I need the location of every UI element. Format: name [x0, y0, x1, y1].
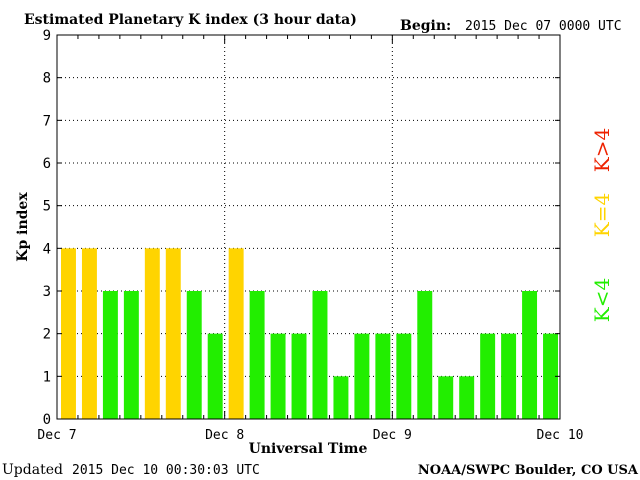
- kp-bar: [375, 333, 391, 419]
- x-tick-label: Dec 8: [205, 428, 244, 443]
- y-tick-label: 3: [43, 284, 51, 300]
- kp-bar: [417, 291, 433, 419]
- source-credit: NOAA/SWPC Boulder, CO USA: [418, 463, 639, 478]
- y-tick-label: 8: [43, 71, 51, 87]
- kp-bar: [438, 376, 454, 419]
- bars-group: [61, 248, 558, 419]
- kp-bar: [186, 291, 202, 419]
- y-axis-label: Kp index: [15, 192, 31, 262]
- kp-bar: [501, 333, 517, 419]
- kp-bar: [312, 291, 328, 419]
- legend-entry: K=4: [590, 193, 614, 237]
- kp-bar: [165, 248, 181, 419]
- y-tick-label: 6: [43, 156, 51, 172]
- begin-value: 2015 Dec 07 0000 UTC: [465, 19, 622, 34]
- y-tick-label: 5: [43, 199, 51, 215]
- updated-label: Updated: [2, 462, 63, 478]
- kp-bar: [543, 333, 558, 419]
- kp-bar: [396, 333, 412, 419]
- begin-label: Begin:: [400, 18, 451, 34]
- kp-bar: [123, 291, 139, 419]
- x-tick-label: Dec 10: [537, 428, 584, 443]
- kp-bar: [354, 333, 370, 419]
- kp-bar: [228, 248, 244, 419]
- y-tick-label: 2: [43, 327, 51, 343]
- kp-bar: [480, 333, 496, 419]
- x-tick-label: Dec 9: [373, 428, 412, 443]
- y-tick-label: 9: [43, 28, 51, 44]
- legend: K<4 K=4 K>4: [590, 128, 614, 322]
- chart-title: Estimated Planetary K index (3 hour data…: [24, 12, 357, 28]
- grid-lines: [57, 35, 560, 419]
- kp-bar: [144, 248, 160, 419]
- y-axis-ticks: 0 1 2 3 4 5 6 7 8 9: [43, 28, 560, 428]
- updated-value: 2015 Dec 10 00:30:03 UTC: [72, 463, 260, 478]
- x-tick-label: Dec 7: [37, 428, 76, 443]
- y-tick-label: 1: [43, 369, 51, 385]
- legend-entry: K>4: [590, 128, 614, 172]
- x-axis-ticks: Dec 7 Dec 8 Dec 9 Dec 10: [37, 35, 583, 443]
- kp-bar: [522, 291, 538, 419]
- x-axis-label: Universal Time: [249, 441, 368, 457]
- kp-bar: [270, 333, 286, 419]
- kp-bar: [249, 291, 265, 419]
- plot-area: 0 1 2 3 4 5 6 7 8 9 Dec 7 Dec 8 Dec 9 Dec 10: [37, 28, 583, 443]
- kp-bar: [459, 376, 475, 419]
- y-tick-label: 4: [43, 241, 51, 257]
- kp-bar: [81, 248, 97, 419]
- y-tick-label: 7: [43, 113, 51, 129]
- y-tick-label: 0: [43, 412, 51, 428]
- kp-bar: [207, 333, 223, 419]
- kp-bar: [61, 248, 76, 419]
- legend-entry: K<4: [590, 278, 614, 322]
- kp-bar: [102, 291, 118, 419]
- kp-bar: [333, 376, 349, 419]
- kp-bar: [291, 333, 307, 419]
